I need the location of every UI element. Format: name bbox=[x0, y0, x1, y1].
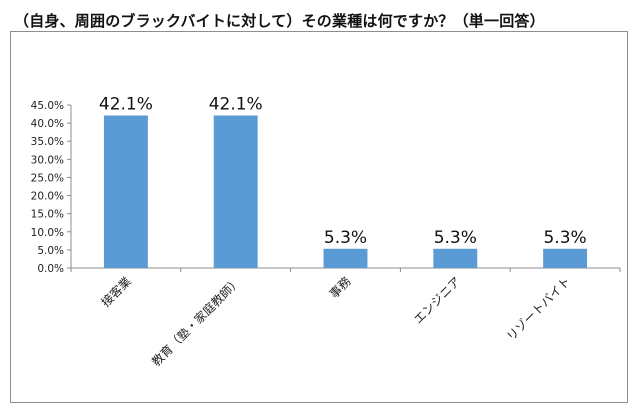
y-tick-label: 45.0% bbox=[31, 100, 64, 112]
bar bbox=[213, 115, 258, 268]
bar bbox=[433, 248, 478, 268]
y-tick-label: 25.0% bbox=[31, 172, 64, 184]
data-label: 5.3% bbox=[324, 228, 367, 248]
data-label: 5.3% bbox=[543, 228, 586, 248]
x-tick-label: エンジニア bbox=[411, 274, 463, 326]
y-tick-label: 15.0% bbox=[31, 209, 64, 221]
y-tick-label: 0.0% bbox=[37, 263, 64, 275]
y-tick-label: 40.0% bbox=[31, 118, 64, 130]
x-tick-label: リゾートバイト bbox=[504, 274, 573, 343]
y-tick-label: 35.0% bbox=[31, 136, 64, 148]
y-tick-label: 10.0% bbox=[31, 227, 64, 239]
x-tick-labels: 接客業 教育（塾・家庭教師） 事務 エンジニア リゾートバイト bbox=[98, 274, 573, 369]
x-tick-label: 事務 bbox=[327, 274, 354, 301]
data-label: 42.1% bbox=[209, 95, 263, 115]
y-tick-label: 5.0% bbox=[37, 245, 64, 257]
y-tick-label: 20.0% bbox=[31, 191, 64, 203]
bars bbox=[103, 115, 588, 268]
x-tick-label: 教育（塾・家庭教師） bbox=[148, 274, 243, 369]
data-label: 42.1% bbox=[99, 95, 153, 115]
data-label: 5.3% bbox=[434, 228, 477, 248]
chart-title: （自身、周囲のブラックバイトに対して）その業種は何ですか？（単一回答） bbox=[14, 12, 545, 30]
y-axis: 0.0% 5.0% 10.0% 15.0% 20.0% 25.0% 30.0% 35.0% 40… bbox=[31, 100, 72, 275]
y-tick-label: 30.0% bbox=[31, 154, 64, 166]
data-labels: 42.1% 42.1% 5.3% 5.3% 5.3% bbox=[99, 95, 587, 248]
bar bbox=[323, 248, 368, 268]
bar bbox=[543, 248, 588, 268]
bar bbox=[103, 115, 148, 268]
x-axis bbox=[70, 267, 621, 272]
x-tick-label: 接客業 bbox=[98, 274, 134, 310]
